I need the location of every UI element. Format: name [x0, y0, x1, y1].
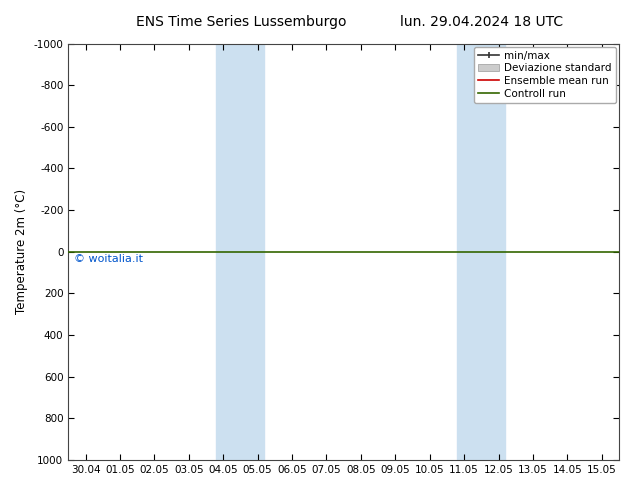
Bar — [216, 44, 264, 460]
Y-axis label: Temperature 2m (°C): Temperature 2m (°C) — [15, 189, 28, 315]
Bar — [457, 44, 505, 460]
Text: © woitalia.it: © woitalia.it — [74, 254, 143, 264]
Text: ENS Time Series Lussemburgo: ENS Time Series Lussemburgo — [136, 15, 346, 29]
Legend: min/max, Deviazione standard, Ensemble mean run, Controll run: min/max, Deviazione standard, Ensemble m… — [474, 47, 616, 103]
Text: lun. 29.04.2024 18 UTC: lun. 29.04.2024 18 UTC — [400, 15, 564, 29]
